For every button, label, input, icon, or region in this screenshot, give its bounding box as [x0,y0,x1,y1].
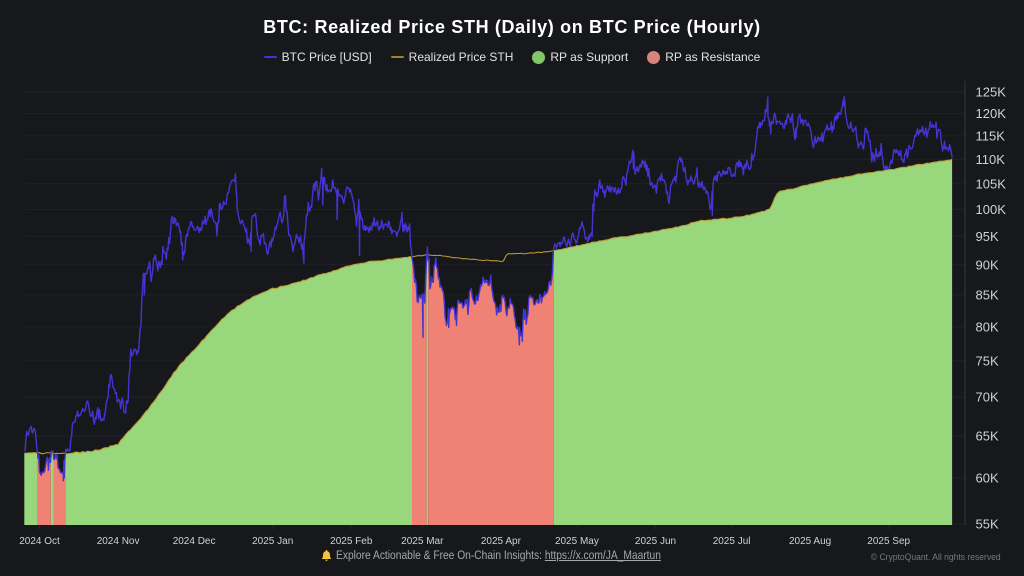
svg-text:2025 Aug: 2025 Aug [789,536,831,547]
svg-text:55K: 55K [976,516,999,531]
svg-text:2025 Apr: 2025 Apr [481,536,522,547]
svg-text:70K: 70K [976,390,999,405]
svg-text:95K: 95K [976,229,999,244]
svg-text:115K: 115K [976,129,1006,144]
svg-text:75K: 75K [976,353,999,368]
svg-text:80K: 80K [976,319,999,334]
svg-text:85K: 85K [976,288,999,303]
svg-text:90K: 90K [976,257,999,272]
svg-text:65K: 65K [976,429,999,444]
svg-text:2025 Jul: 2025 Jul [713,536,751,547]
svg-text:105K: 105K [976,176,1007,191]
svg-text:2025 Sep: 2025 Sep [867,536,910,547]
svg-text:60K: 60K [976,471,999,486]
svg-text:2025 May: 2025 May [555,536,599,547]
svg-text:2024 Nov: 2024 Nov [97,536,140,547]
svg-text:2024 Oct: 2024 Oct [19,536,60,547]
svg-text:2025 Mar: 2025 Mar [401,536,444,547]
svg-text:2025 Jan: 2025 Jan [252,536,293,547]
svg-text:120K: 120K [976,106,1007,121]
svg-text:125K: 125K [976,85,1007,100]
svg-text:110K: 110K [976,152,1006,167]
svg-text:100K: 100K [976,202,1007,217]
svg-text:2025 Feb: 2025 Feb [330,536,373,547]
svg-text:2025 Jun: 2025 Jun [635,536,676,547]
svg-text:2024 Dec: 2024 Dec [173,536,216,547]
